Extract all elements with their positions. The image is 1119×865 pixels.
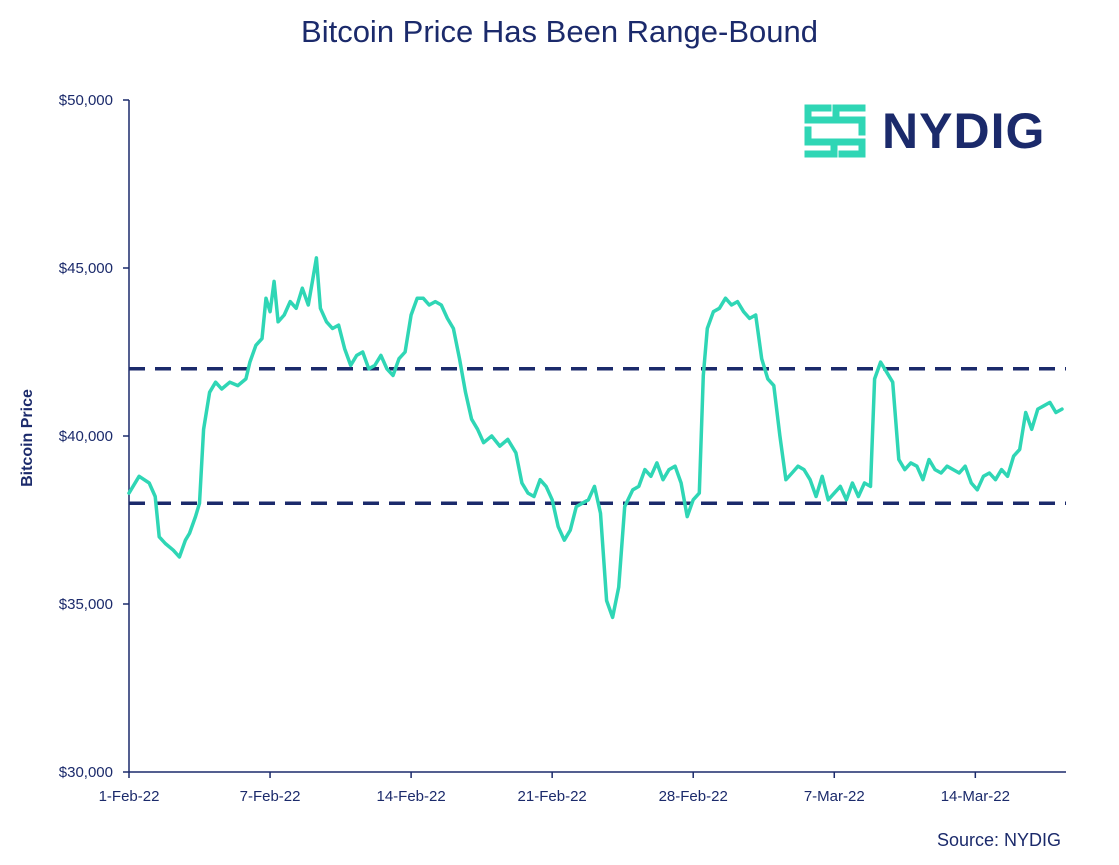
price-line: [127, 256, 1064, 620]
y-axis-label: Bitcoin Price: [19, 389, 36, 487]
y-tick-label: $30,000: [59, 764, 113, 781]
source-note: Source: NYDIG: [936, 830, 1061, 850]
x-tick-label: 28-Feb-22: [659, 788, 728, 805]
axes: [128, 100, 1066, 773]
x-tick-label: 7-Mar-22: [804, 788, 865, 805]
tick-labels: $30,000 $35,000 $40,000 $45,000 $50,000 1-Feb…: [59, 92, 1010, 805]
nydig-logo-text: NYDIG: [882, 103, 1046, 159]
y-tick-label: $40,000: [59, 428, 113, 445]
nydig-logo: NYDIG: [802, 98, 1045, 164]
x-tick-label: 1-Feb-22: [99, 788, 160, 805]
x-tick-label: 14-Feb-22: [376, 788, 445, 805]
reference-lines: [129, 367, 1066, 505]
nydig-logo-icon: [804, 104, 866, 158]
series-group: [127, 256, 1064, 620]
chart-title: Bitcoin Price Has Been Range-Bound: [301, 14, 818, 49]
x-tick-label: 14-Mar-22: [941, 788, 1010, 805]
x-tick-label: 21-Feb-22: [518, 788, 587, 805]
y-tick-label: $50,000: [59, 92, 113, 109]
x-tick-label: 7-Feb-22: [240, 788, 301, 805]
y-tick-label: $35,000: [59, 596, 113, 613]
y-tick-label: $45,000: [59, 260, 113, 277]
